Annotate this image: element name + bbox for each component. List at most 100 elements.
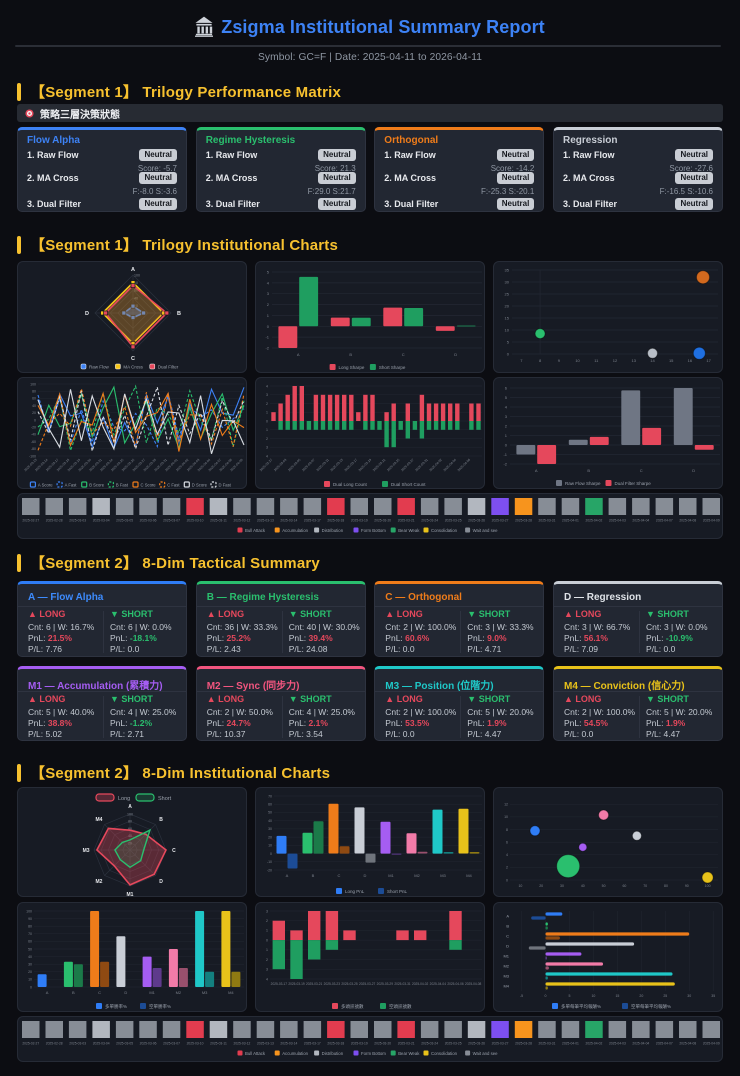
svg-text:Dual Filter Sharpe: Dual Filter Sharpe [615,481,652,486]
svg-text:B: B [159,817,163,823]
svg-text:12: 12 [504,803,508,807]
svg-text:D: D [506,944,509,949]
svg-text:2025-04-03: 2025-04-03 [609,1042,626,1046]
svg-text:2025-03-05: 2025-03-05 [116,519,133,523]
svg-text:Short Sharpe: Short Sharpe [379,365,406,370]
svg-text:2025-03-17: 2025-03-17 [344,458,359,473]
svg-text:2025-03-03: 2025-03-03 [273,458,288,473]
svg-text:20: 20 [128,841,132,845]
svg-text:2025-02-28: 2025-02-28 [46,1042,63,1046]
svg-text:35: 35 [711,994,715,998]
svg-text:多單每筆平均報酬%: 多單每筆平均報酬% [561,1003,601,1010]
svg-text:10: 10 [504,815,508,819]
svg-text:90: 90 [28,917,32,921]
svg-text:2: 2 [506,866,508,870]
svg-text:M4: M4 [95,817,102,823]
svg-text:4: 4 [266,454,268,458]
svg-text:3: 3 [505,414,508,419]
svg-text:Raw Flow Sharpe: Raw Flow Sharpe [565,481,601,486]
svg-text:5: 5 [267,270,270,275]
svg-text:80: 80 [32,390,36,394]
svg-text:3: 3 [266,968,268,972]
svg-text:2: 2 [266,437,268,441]
svg-text:2025-03-13: 2025-03-13 [257,1042,274,1046]
svg-text:B Score: B Score [89,482,105,487]
svg-text:Bull Attack: Bull Attack [245,528,266,533]
svg-text:1: 1 [266,428,268,432]
svg-text:2025-03-21: 2025-03-21 [398,519,415,523]
svg-text:2025-03-04: 2025-03-04 [93,1042,110,1046]
svg-text:A: A [131,267,135,273]
svg-text:2025-03-26: 2025-03-26 [468,1042,485,1046]
svg-text:2025-03-25: 2025-03-25 [445,1042,462,1046]
svg-text:2025-04-08: 2025-04-08 [679,1042,696,1046]
svg-text:M1: M1 [503,954,509,959]
svg-text:2025-03-14: 2025-03-14 [280,1042,297,1046]
svg-text:2025-03-07: 2025-03-07 [163,1042,180,1046]
svg-text:2025-04-01: 2025-04-01 [562,1042,579,1046]
svg-text:2: 2 [505,424,508,429]
svg-text:2025-03-17: 2025-03-17 [304,1042,321,1046]
svg-text:D: D [692,468,695,473]
svg-text:2025-03-21: 2025-03-21 [372,458,387,473]
svg-text:M3: M3 [440,873,446,878]
svg-text:多頭訊號數: 多頭訊號數 [341,1003,364,1010]
svg-text:70: 70 [643,884,647,888]
svg-text:A: A [46,990,49,995]
svg-text:2025-03-13: 2025-03-13 [330,458,345,473]
svg-text:C: C [402,352,405,357]
svg-text:1: 1 [266,948,268,952]
svg-text:-100: -100 [29,454,36,458]
svg-text:M4: M4 [466,873,472,878]
svg-text:60: 60 [28,940,32,944]
svg-text:5: 5 [507,340,510,345]
svg-text:80: 80 [664,884,668,888]
svg-text:11: 11 [594,358,599,363]
svg-text:C: C [131,356,135,362]
svg-text:4: 4 [266,977,268,981]
svg-text:-10: -10 [267,860,272,864]
svg-text:10: 10 [28,978,32,982]
svg-text:2025-04-02: 2025-04-02 [585,1042,602,1046]
svg-text:6: 6 [505,386,508,391]
svg-text:Wait and see: Wait and see [473,528,499,533]
svg-text:Form Bottom: Form Bottom [361,1051,386,1056]
svg-text:Dual Short Count: Dual Short Count [391,482,426,487]
svg-text:Raw Flow: Raw Flow [89,365,110,370]
svg-text:2025-04-08: 2025-04-08 [679,519,696,523]
svg-text:60: 60 [134,289,138,293]
svg-text:Bear Weak: Bear Weak [398,528,420,533]
svg-text:40: 40 [134,296,138,300]
svg-text:M3: M3 [83,848,90,854]
svg-text:2025-03-12: 2025-03-12 [234,519,251,523]
svg-text:A: A [286,873,289,878]
svg-text:2025-03-11: 2025-03-11 [316,458,330,472]
svg-text:25: 25 [663,994,667,998]
svg-text:-1: -1 [265,335,269,340]
svg-text:70: 70 [268,794,272,798]
svg-text:1: 1 [505,433,508,438]
svg-text:2025-03-20: 2025-03-20 [374,1042,391,1046]
svg-text:10: 10 [268,844,272,848]
svg-text:4: 4 [505,405,508,410]
svg-text:2025-03-05: 2025-03-05 [287,458,302,473]
svg-text:100: 100 [134,274,140,278]
svg-text:-80: -80 [31,447,36,451]
svg-text:2025-03-07: 2025-03-07 [301,458,316,473]
svg-text:2: 2 [266,402,268,406]
svg-text:2025-03-11: 2025-03-11 [210,519,227,523]
svg-text:Dual Long Count: Dual Long Count [333,482,368,487]
svg-text:Wait and see: Wait and see [473,1051,499,1056]
svg-text:15: 15 [615,994,619,998]
svg-text:2025-04-02: 2025-04-02 [585,519,602,523]
svg-text:8: 8 [539,358,542,363]
svg-text:2025-03-23: 2025-03-23 [324,982,341,986]
svg-text:2025-03-07: 2025-03-07 [163,519,180,523]
svg-text:2025-03-17: 2025-03-17 [271,982,288,986]
svg-text:2025-02-27: 2025-02-27 [22,519,39,523]
svg-text:30: 30 [268,827,272,831]
svg-text:40: 40 [28,955,32,959]
svg-text:2025-03-05: 2025-03-05 [116,1042,133,1046]
svg-text:100: 100 [705,884,711,888]
svg-text:7: 7 [520,358,523,363]
